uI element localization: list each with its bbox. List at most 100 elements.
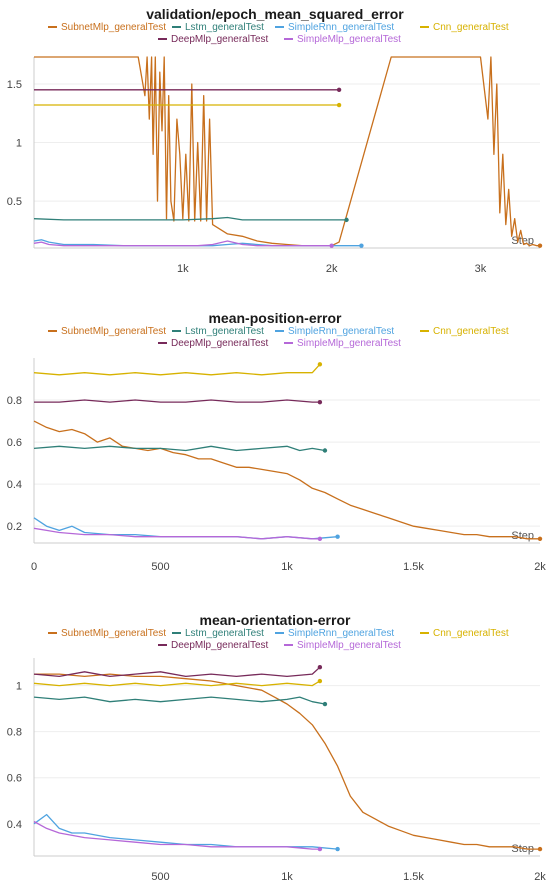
chart-panel-position-error: mean-position-error SubnetMlp_generalTes… (0, 292, 550, 592)
legend-label: SubnetMlp_generalTest (61, 326, 167, 337)
series-end-point (322, 701, 328, 707)
x-tick-label: 1.5k (403, 871, 424, 883)
series-line (33, 696, 326, 705)
series-line (33, 527, 320, 540)
legend-item[interactable]: SimpleRnn_generalTest (275, 628, 394, 639)
series-end-point (336, 102, 342, 108)
series-end-point (322, 448, 328, 453)
legend-label: DeepMlp_generalTest (171, 640, 269, 651)
legend-item[interactable]: SubnetMlp_generalTest (48, 22, 166, 33)
legend-item[interactable]: DeepMlp_generalTest (158, 640, 268, 651)
legend-label: SimpleRnn_generalTest (288, 628, 395, 639)
chart-svg: 0.2 0.4 0.6 0.8 0 500 1k 1.5k 2k Step (7, 358, 546, 573)
series-line (33, 517, 338, 540)
legend-swatch (158, 644, 167, 647)
legend-swatch (48, 26, 57, 29)
x-tick-label: 0 (31, 561, 37, 573)
legend-swatch (420, 632, 429, 635)
series-end-point (317, 362, 323, 367)
series-line (33, 445, 326, 452)
legend-label: DeepMlp_generalTest (171, 34, 269, 45)
series-end-point (317, 399, 323, 405)
legend-item[interactable]: DeepMlp_generalTest (158, 34, 268, 45)
series-end-point (317, 678, 323, 684)
series-end-point (537, 243, 543, 248)
legend-item[interactable]: Lstm_generalTest (172, 22, 264, 33)
x-axis-label: Step (511, 530, 534, 542)
y-tick-label: 1 (16, 138, 22, 150)
x-tick-label: 1k (281, 561, 293, 573)
legend-swatch (172, 632, 181, 635)
legend-swatch (158, 38, 167, 41)
y-tick-label: 0.6 (7, 773, 22, 785)
series-line (33, 240, 332, 247)
chart-title: mean-orientation-error (199, 612, 351, 628)
legend-item[interactable]: SimpleMlp_generalTest (284, 640, 401, 651)
x-tick-label: 1k (177, 263, 189, 275)
legend-item[interactable]: Cnn_generalTest (420, 326, 509, 337)
legend-label: SimpleRnn_generalTest (288, 22, 395, 33)
legend-swatch (420, 330, 429, 333)
legend-item[interactable]: Lstm_generalTest (172, 628, 264, 639)
x-axis-label: Step (511, 843, 534, 855)
series-line (33, 820, 320, 850)
series-line (33, 666, 321, 678)
series-end-point (537, 846, 543, 852)
x-tick-label: 2k (534, 561, 546, 573)
chart-title: validation/epoch_mean_squared_error (146, 6, 404, 22)
legend-label: SubnetMlp_generalTest (61, 22, 167, 33)
y-tick-label: 0.6 (7, 437, 22, 449)
legend-swatch (158, 342, 167, 345)
legend-item[interactable]: SubnetMlp_generalTest (48, 326, 166, 337)
series-end-point (317, 846, 323, 852)
legend-item[interactable]: SimpleMlp_generalTest (284, 338, 401, 349)
legend-swatch (48, 632, 57, 635)
legend-item[interactable]: SimpleRnn_generalTest (275, 22, 394, 33)
y-tick-label: 0.8 (7, 727, 22, 739)
series-line (33, 363, 321, 376)
legend-item[interactable]: Cnn_generalTest (420, 22, 509, 33)
legend-item[interactable]: SimpleMlp_generalTest (284, 34, 401, 45)
legend-label: SimpleRnn_generalTest (288, 326, 395, 337)
y-tick-label: 0.5 (7, 196, 22, 208)
legend-item[interactable]: SubnetMlp_generalTest (48, 628, 166, 639)
legend-swatch (275, 330, 284, 333)
x-tick-label: 3k (475, 263, 487, 275)
series-line (33, 239, 362, 247)
legend-label: Cnn_generalTest (433, 628, 509, 639)
legend-swatch (284, 644, 293, 647)
series-line (33, 680, 321, 687)
legend-label: SubnetMlp_generalTest (61, 628, 167, 639)
series-end-point (335, 534, 340, 539)
series-line (34, 399, 320, 403)
legend-label: Cnn_generalTest (433, 22, 509, 33)
series-line (34, 673, 540, 850)
legend-label: Lstm_generalTest (185, 22, 264, 33)
y-tick-label: 0.2 (7, 521, 22, 533)
legend-swatch (420, 26, 429, 29)
legend-label: SimpleMlp_generalTest (297, 338, 401, 349)
y-tick-label: 0.4 (7, 479, 22, 491)
legend-swatch (275, 26, 284, 29)
legend-swatch (48, 330, 57, 333)
series-end-point (344, 217, 349, 223)
legend-item[interactable]: SimpleRnn_generalTest (275, 326, 394, 337)
legend-item[interactable]: DeepMlp_generalTest (158, 338, 268, 349)
y-tick-label: 1.5 (7, 79, 22, 91)
legend-swatch (284, 38, 293, 41)
y-tick-label: 1 (16, 681, 22, 693)
series-end-point (317, 665, 323, 670)
x-tick-label: 1k (281, 871, 293, 883)
chart-svg: 0.4 0.6 0.8 1 500 1k 1.5k 2k Step (7, 658, 546, 883)
x-tick-label: 500 (151, 871, 169, 883)
series-end-point (317, 536, 323, 541)
x-tick-label: 1.5k (403, 561, 424, 573)
x-tick-label: 2k (326, 263, 338, 275)
legend-label: Cnn_generalTest (433, 326, 509, 337)
legend-item[interactable]: Cnn_generalTest (420, 628, 509, 639)
legend-item[interactable]: Lstm_generalTest (172, 326, 264, 337)
x-tick-label: 500 (151, 561, 169, 573)
series-line (33, 420, 540, 540)
series-end-point (335, 846, 340, 852)
